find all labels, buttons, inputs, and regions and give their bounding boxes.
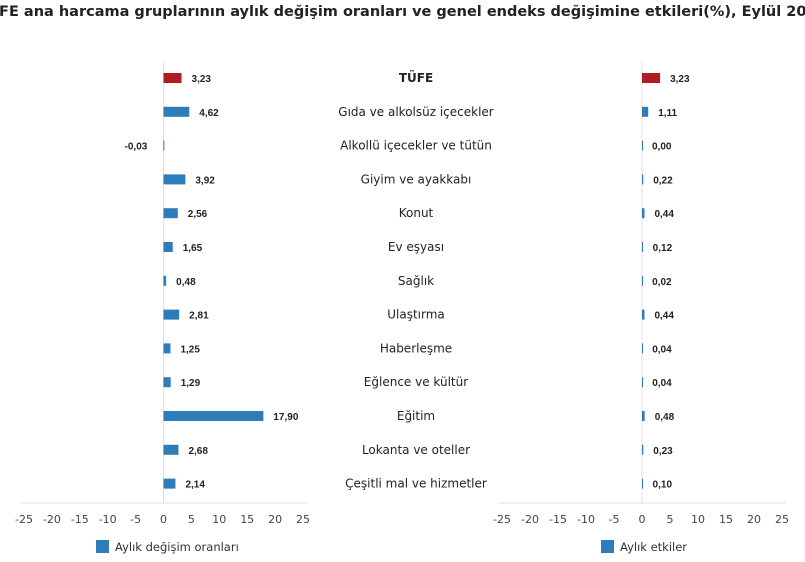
data-label: 0,10: [653, 480, 673, 491]
x-tick-label: -20: [43, 513, 61, 526]
bar: [163, 106, 190, 117]
bar: [163, 411, 264, 421]
bar: [163, 343, 171, 354]
x-tick-label: -25: [493, 513, 511, 526]
data-label: 1,65: [183, 243, 203, 254]
x-tick-label: -5: [609, 513, 620, 526]
data-label: 17,90: [273, 412, 298, 423]
bar: [163, 444, 179, 455]
data-label: 1,25: [180, 344, 200, 355]
bar: [642, 343, 643, 354]
x-tick-label: 15: [240, 513, 254, 526]
category-label: Gıda ve alkolsüz içecekler: [338, 105, 494, 119]
bar: [642, 106, 649, 117]
legend-swatch: [96, 540, 109, 553]
bar: [642, 242, 643, 252]
x-tick-label: 20: [747, 513, 761, 526]
category-label: Lokanta ve oteller: [362, 443, 470, 457]
data-label: 0,48: [176, 277, 196, 288]
x-tick-label: 15: [719, 513, 733, 526]
data-label: -0,03: [125, 142, 148, 153]
bar: [163, 275, 167, 286]
x-tick-label: -10: [99, 513, 117, 526]
bar: [642, 73, 661, 83]
data-label: 0,48: [655, 412, 675, 423]
x-tick-label: 5: [667, 513, 674, 526]
data-label: 0,44: [654, 311, 674, 322]
x-tick-label: 10: [691, 513, 705, 526]
chart-title: TÜFE ana harcama gruplarının aylık değiş…: [0, 2, 805, 20]
data-label: 0,22: [653, 175, 673, 186]
bar: [163, 309, 180, 320]
category-label: Sağlık: [398, 274, 434, 288]
bar: [163, 174, 186, 185]
data-label: 2,56: [188, 209, 208, 220]
bar: [163, 377, 171, 388]
data-label: 1,11: [658, 108, 677, 119]
category-label: Alkollü içecekler ve tütün: [340, 139, 492, 153]
data-label: 4,62: [199, 108, 219, 119]
bar: [642, 275, 643, 286]
bar: [642, 309, 645, 320]
category-label: Çeşitli mal ve hizmetler: [345, 477, 487, 491]
data-label: 0,12: [653, 243, 673, 254]
x-tick-label: -15: [549, 513, 567, 526]
bar: [642, 411, 645, 421]
category-label: Giyim ve ayakkabı: [361, 172, 472, 186]
category-label: Ulaştırma: [387, 308, 445, 322]
bar: [642, 377, 643, 388]
bar: [642, 174, 644, 185]
bar: [163, 73, 182, 83]
category-label: TÜFE: [399, 70, 433, 85]
bar: [642, 444, 644, 455]
bar: [642, 208, 645, 219]
x-tick-label: 0: [639, 513, 646, 526]
x-tick-label: 5: [188, 513, 195, 526]
data-label: 2,68: [188, 446, 208, 457]
category-label: Ev eşyası: [388, 240, 444, 254]
x-tick-label: 0: [160, 513, 167, 526]
category-label: Konut: [399, 206, 434, 220]
data-label: 2,81: [189, 311, 209, 322]
bar: [163, 208, 178, 219]
category-label: Eğlence ve kültür: [364, 375, 468, 389]
bar: [163, 242, 173, 252]
category-label: Eğitim: [397, 409, 435, 423]
data-label: 0,23: [653, 446, 673, 457]
x-tick-label: -25: [15, 513, 33, 526]
data-label: 0,00: [652, 142, 672, 153]
x-tick-label: 25: [775, 513, 789, 526]
data-label: 0,44: [654, 209, 674, 220]
bar: [642, 140, 643, 151]
data-label: 3,23: [192, 74, 212, 85]
x-tick-label: 20: [268, 513, 282, 526]
legend-label: Aylık değişim oranları: [115, 540, 239, 554]
x-tick-label: -5: [130, 513, 141, 526]
x-tick-label: 10: [212, 513, 226, 526]
x-tick-label: -10: [577, 513, 595, 526]
legend-label: Aylık etkiler: [620, 540, 687, 554]
category-label: Haberleşme: [380, 341, 452, 355]
data-label: 3,23: [670, 74, 690, 85]
data-label: 0,04: [652, 378, 672, 389]
bar: [163, 140, 165, 151]
bar: [163, 478, 176, 489]
legend-swatch: [601, 540, 614, 553]
bar: [642, 478, 643, 489]
data-label: 3,92: [195, 175, 215, 186]
x-tick-label: 25: [296, 513, 310, 526]
data-label: 0,02: [652, 277, 672, 288]
data-label: 1,29: [181, 378, 201, 389]
data-label: 2,14: [185, 480, 205, 491]
data-label: 0,04: [652, 344, 672, 355]
x-tick-label: -20: [521, 513, 539, 526]
x-tick-label: -15: [71, 513, 89, 526]
